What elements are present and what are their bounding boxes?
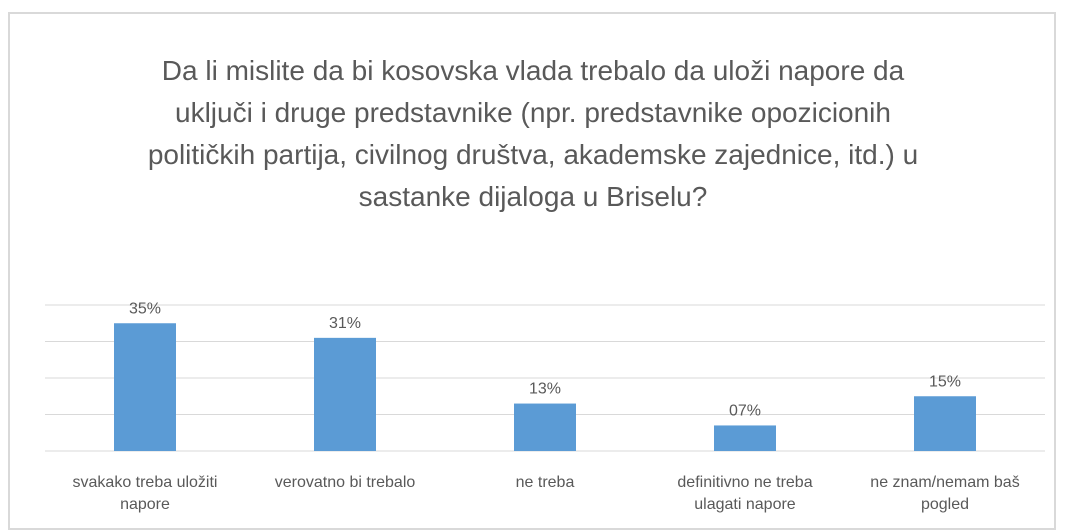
data-label: 15%: [929, 373, 961, 390]
x-tick-label: svakako treba uložiti napore: [72, 474, 218, 513]
x-tick-label: ne treba: [515, 474, 575, 491]
data-label: 07%: [729, 402, 761, 419]
bar: [714, 425, 776, 451]
x-tick-label: definitivno ne treba ulagati napore: [677, 474, 813, 513]
chart-title: Da li mislite da bi kosovska vlada treba…: [147, 55, 919, 212]
x-tick-label: ne znam/nemam baš pogled: [870, 474, 1020, 513]
bar: [514, 403, 576, 451]
bar: [914, 396, 976, 451]
data-label: 31%: [329, 315, 361, 332]
x-tick-label: verovatno bi trebalo: [274, 474, 416, 491]
data-label: 35%: [129, 300, 161, 317]
data-label: 13%: [529, 381, 561, 398]
bar: [114, 323, 176, 451]
bar: [314, 337, 376, 451]
